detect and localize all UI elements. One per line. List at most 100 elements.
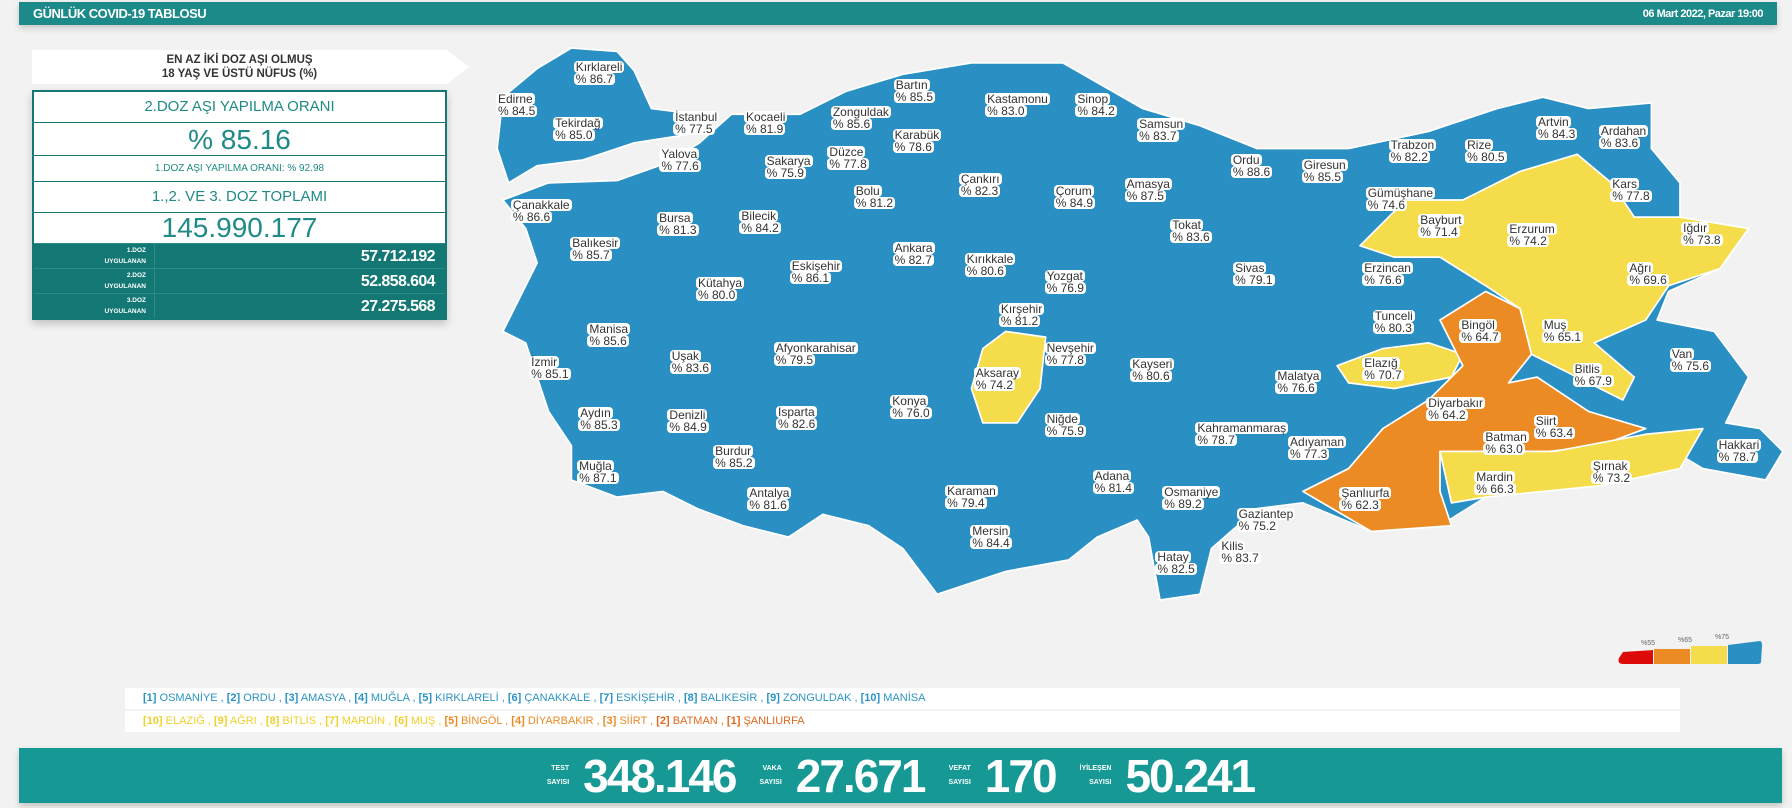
province-label[interactable]: Kayseri% 80.6	[1130, 358, 1175, 383]
province-label[interactable]: Iğdır% 73.8	[1681, 222, 1723, 247]
province-label[interactable]: Artvin% 84.3	[1536, 116, 1578, 141]
province-label[interactable]: Kocaeli% 81.9	[744, 111, 788, 136]
province-label[interactable]: Kırklareli% 86.7	[573, 61, 625, 87]
province-label[interactable]: Adana% 81.4	[1092, 470, 1134, 495]
province-label[interactable]: Antalya% 81.6	[747, 487, 792, 512]
province-label[interactable]: Bingöl% 64.7	[1459, 319, 1501, 344]
province-label[interactable]: Edirne% 84.5	[496, 93, 538, 118]
province-label[interactable]: Yalova% 77.6	[659, 148, 701, 172]
province-name: Manisa	[587, 321, 631, 336]
province-label[interactable]: Rize% 80.5	[1465, 138, 1507, 163]
province-label[interactable]: Mardin% 66.3	[1474, 471, 1516, 496]
province-label[interactable]: Yozgat% 76.9	[1044, 270, 1086, 295]
province-label[interactable]: İstanbul% 77.5	[673, 110, 720, 137]
province-label[interactable]: Aydın% 85.3	[578, 407, 620, 432]
province-label[interactable]: Kırıkkale% 80.6	[964, 253, 1016, 278]
province-name: Aksaray	[973, 366, 1022, 381]
province-label[interactable]: Manisa% 85.6	[587, 321, 631, 347]
province-label[interactable]: Kütahya% 80.0	[696, 277, 745, 302]
province-label[interactable]: Tokat% 83.6	[1170, 218, 1212, 243]
province-label[interactable]: Bolu% 81.2	[853, 183, 896, 209]
province-label[interactable]: Çanakkale% 86.6	[510, 199, 572, 224]
province-label[interactable]: Niğde% 75.9	[1044, 413, 1086, 438]
province-label[interactable]: Sakarya% 75.9	[764, 154, 813, 179]
province-label[interactable]: Çorum% 84.9	[1053, 184, 1096, 209]
province-label[interactable]: Düzce% 77.8	[827, 145, 869, 170]
province-label[interactable]: Şanlıurfa% 62.3	[1339, 487, 1392, 512]
province-label[interactable]: Tekirdağ% 85.0	[553, 117, 603, 142]
province-label[interactable]: Samsun% 83.7	[1137, 118, 1186, 143]
province-label[interactable]: Muğla% 87.1	[577, 459, 619, 484]
province-label[interactable]: Ardahan% 83.6	[1598, 124, 1649, 150]
province-label[interactable]: Kırşehir% 81.2	[998, 303, 1045, 328]
province-label[interactable]: Bartın% 85.5	[893, 79, 936, 104]
province-label[interactable]: Konya% 76.0	[890, 394, 932, 420]
province-label[interactable]: Balıkesir% 85.7	[570, 237, 621, 262]
province-rate: % 77.5	[673, 122, 715, 137]
province-name: Karaman	[945, 484, 998, 499]
header-bar: GÜNLÜK COVID-19 TABLOSU 06 Mart 2022, Pa…	[19, 2, 1777, 25]
province-label[interactable]: Mersin% 84.4	[970, 525, 1012, 550]
province-rate: % 75.2	[1236, 519, 1278, 533]
province-label[interactable]: İzmir% 85.1	[529, 356, 571, 380]
province-label[interactable]: Afyonkarahisar% 79.5	[773, 342, 858, 367]
province-label[interactable]: Elazığ% 70.7	[1362, 357, 1404, 382]
province-label[interactable]: Hakkari% 78.7	[1716, 439, 1762, 464]
province-label[interactable]: Trabzon% 82.2	[1388, 138, 1437, 163]
province-label[interactable]: Ordu% 88.6	[1230, 153, 1273, 178]
province-label[interactable]: Şırnak% 73.2	[1590, 460, 1633, 484]
province-name: AĞRI	[229, 715, 257, 727]
province-name: Muğla	[577, 459, 614, 473]
province-rate: % 79.1	[1233, 273, 1275, 288]
province-label[interactable]: Bursa% 81.3	[657, 212, 699, 236]
province-label[interactable]: Gümüşhane% 74.6	[1365, 186, 1436, 211]
province-rate: % 86.7	[573, 72, 616, 87]
stat-label-line2: SAYISI	[759, 778, 782, 786]
province-label[interactable]: Batman% 63.0	[1483, 431, 1529, 456]
province-label[interactable]: Sinop% 84.2	[1075, 93, 1117, 118]
heading-line2: 18 YAŞ VE ÜSTÜ NÜFUS (%)	[161, 68, 318, 80]
province-label[interactable]: Diyarbakır% 64.2	[1426, 397, 1485, 422]
province-label[interactable]: Erzincan% 76.6	[1362, 262, 1413, 288]
province-label[interactable]: Kahramanmaraş% 78.7	[1195, 422, 1289, 447]
province-label[interactable]: Denizli% 84.9	[667, 408, 709, 433]
province-label[interactable]: Erzurum% 74.2	[1507, 223, 1557, 248]
province-label[interactable]: Uşak% 83.6	[669, 350, 712, 375]
province-label[interactable]: Osmaniye% 89.2	[1162, 486, 1221, 511]
province-label[interactable]: Amasya% 87.5	[1124, 177, 1172, 203]
province-label[interactable]: Burdur% 85.2	[713, 445, 755, 470]
province-label[interactable]: Zonguldak% 85.6	[830, 105, 891, 130]
province-rate: % 76.6	[1362, 273, 1404, 288]
province-label[interactable]: Çankırı% 82.3	[958, 173, 1002, 198]
province-rate: % 87.5	[1124, 188, 1166, 203]
province-label[interactable]: Karaman% 79.4	[945, 484, 998, 510]
province-label[interactable]: Aksaray% 74.2	[973, 366, 1022, 392]
province-label[interactable]: Tunceli% 80.3	[1372, 310, 1415, 335]
province-label[interactable]: Van% 75.6	[1669, 348, 1712, 372]
province-label[interactable]: Bayburt% 71.4	[1418, 214, 1464, 239]
province-name: Ardahan	[1598, 124, 1649, 139]
province-label[interactable]: Nevşehir% 77.8	[1044, 342, 1096, 367]
province-label[interactable]: Gaziantep% 75.2	[1236, 508, 1296, 533]
province-rate: % 84.3	[1536, 127, 1578, 141]
province-label[interactable]: Kilis% 83.7	[1219, 540, 1261, 564]
province-label[interactable]: Bilecik% 84.2	[739, 209, 781, 234]
province-label[interactable]: Ankara% 82.7	[892, 241, 935, 266]
province-label[interactable]: Bitlis% 67.9	[1572, 362, 1614, 387]
province-label[interactable]: Malatya% 76.6	[1275, 369, 1322, 394]
province-label[interactable]: Giresun% 85.5	[1301, 159, 1348, 184]
province-name: İstanbul	[673, 110, 720, 125]
province-label[interactable]: Adıyaman% 77.3	[1288, 436, 1347, 460]
province-label[interactable]: Sivas% 79.1	[1233, 262, 1275, 288]
province-label[interactable]: Siirt% 63.4	[1533, 415, 1576, 440]
province-label[interactable]: Hatay% 82.5	[1155, 551, 1197, 576]
province-label[interactable]: Kars% 77.8	[1610, 177, 1652, 202]
province-name: Bolu	[853, 183, 882, 198]
province-label[interactable]: Muş% 65.1	[1541, 319, 1584, 344]
province-label[interactable]: Ağrı% 69.6	[1627, 262, 1669, 287]
province-label[interactable]: Karabük% 78.6	[892, 128, 942, 153]
province-rate: % 76.0	[890, 405, 932, 420]
province-label[interactable]: Eskişehir% 86.1	[789, 260, 843, 284]
province-label[interactable]: Kastamonu% 83.0	[985, 93, 1050, 118]
province-label[interactable]: Isparta% 82.6	[776, 406, 818, 431]
